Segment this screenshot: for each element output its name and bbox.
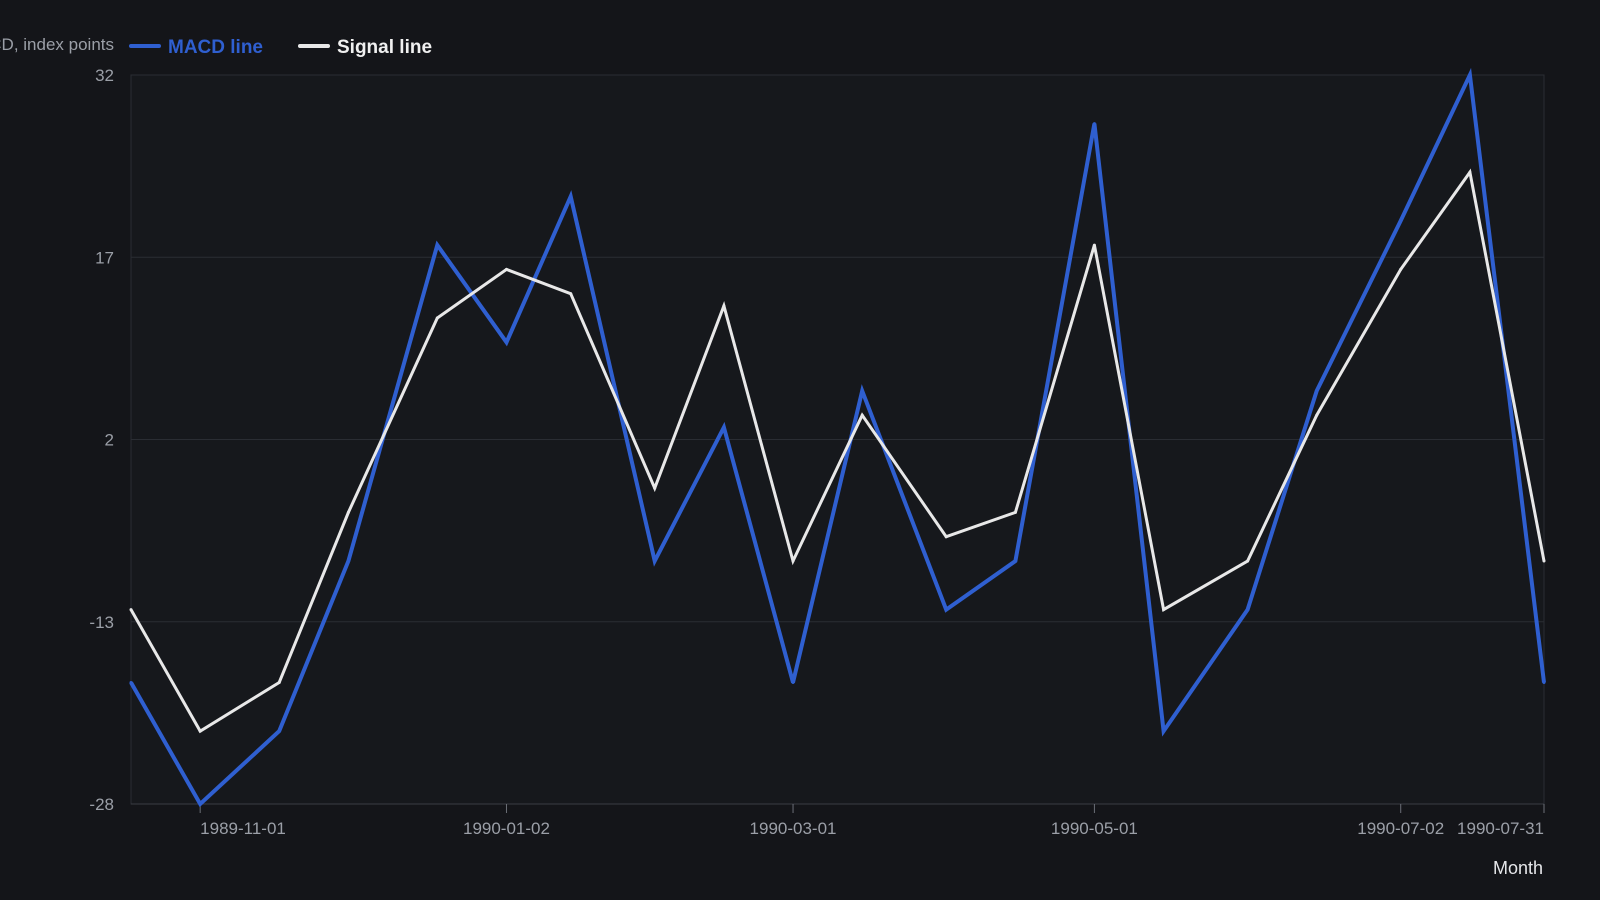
data-point-signal bbox=[1399, 267, 1403, 271]
data-point-signal bbox=[1013, 510, 1017, 514]
data-point-macd bbox=[860, 389, 864, 393]
data-point-signal bbox=[653, 486, 657, 490]
series-line-macd bbox=[129, 67, 1546, 808]
data-point-signal bbox=[504, 267, 508, 271]
data-point-signal bbox=[1315, 413, 1319, 417]
data-point-macd bbox=[504, 340, 508, 344]
x-axis-ticks: 1989-11-01 1990-01-02 1990-03-01 1990-05-01… bbox=[131, 803, 1545, 838]
data-point-macd bbox=[944, 608, 948, 612]
legend-label-macd: MACD line bbox=[168, 37, 263, 58]
x-tick-label: 1990-01-02 bbox=[463, 819, 550, 838]
data-point-signal bbox=[944, 535, 948, 539]
data-point-macd bbox=[569, 195, 573, 198]
x-tick-label: 1989-11-01 bbox=[200, 819, 286, 838]
y-tick-label: -28 bbox=[89, 795, 114, 814]
data-point-signal bbox=[791, 559, 795, 563]
data-point-signal bbox=[1092, 243, 1096, 247]
data-point-signal bbox=[860, 413, 864, 417]
data-point-macd bbox=[1092, 122, 1096, 126]
y-axis-title: MACD, index points bbox=[0, 35, 114, 54]
legend-label-signal: Signal line bbox=[337, 37, 432, 58]
data-point-macd bbox=[277, 729, 281, 733]
series-line-signal bbox=[129, 168, 1546, 734]
data-point-macd bbox=[129, 681, 133, 684]
data-point-signal bbox=[277, 681, 281, 684]
y-axis-ticks: 32 17 2 -13 -28 bbox=[89, 66, 114, 814]
data-point-signal bbox=[346, 510, 350, 514]
y-tick-label: 2 bbox=[105, 431, 114, 450]
data-point-signal bbox=[1162, 608, 1166, 612]
data-point-macd bbox=[1162, 729, 1166, 733]
y-tick-label: 32 bbox=[95, 66, 114, 85]
data-point-signal bbox=[435, 316, 439, 320]
data-point-macd bbox=[1542, 681, 1546, 684]
data-point-macd bbox=[198, 802, 202, 806]
data-point-signal bbox=[1246, 559, 1250, 563]
data-point-macd bbox=[435, 243, 439, 247]
x-tick-label: 1990-07-31 bbox=[1457, 819, 1544, 838]
data-point-macd bbox=[653, 559, 657, 563]
data-point-macd bbox=[1246, 608, 1250, 612]
x-tick-label: 1990-03-01 bbox=[750, 819, 837, 838]
x-axis-title: Month bbox=[1493, 858, 1543, 878]
legend: MACD line Signal line bbox=[129, 37, 432, 58]
data-point-macd bbox=[346, 559, 350, 563]
data-point-macd bbox=[722, 425, 726, 429]
data-point-macd bbox=[791, 681, 795, 684]
x-tick-label: 1990-07-02 bbox=[1357, 819, 1444, 838]
data-point-signal bbox=[198, 729, 202, 733]
data-point-signal bbox=[569, 292, 573, 296]
series-lines bbox=[129, 67, 1546, 808]
data-point-signal bbox=[1468, 170, 1472, 174]
data-point-macd bbox=[1468, 73, 1472, 77]
data-point-macd bbox=[1399, 219, 1403, 223]
data-point-macd bbox=[1315, 389, 1319, 393]
data-point-signal bbox=[129, 608, 133, 612]
x-tick-label: 1990-05-01 bbox=[1051, 819, 1138, 838]
data-point-signal bbox=[722, 304, 726, 308]
data-point-signal bbox=[1542, 559, 1546, 563]
data-point-macd bbox=[1013, 559, 1017, 563]
y-tick-label: 17 bbox=[95, 248, 114, 267]
y-tick-label: -13 bbox=[89, 613, 114, 632]
